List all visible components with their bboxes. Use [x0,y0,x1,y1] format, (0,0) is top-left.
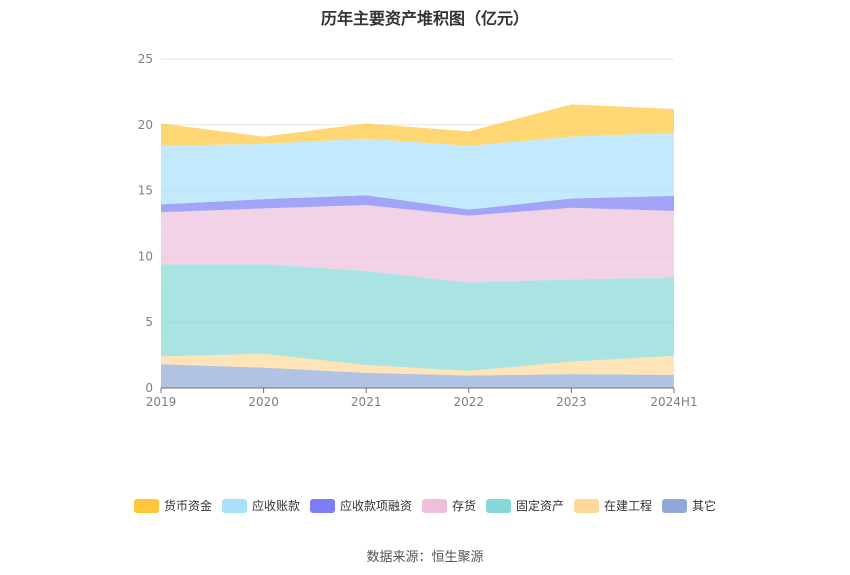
legend-label: 货币资金 [163,499,212,513]
legend-item-2[interactable]: 固定资产 [486,497,564,514]
legend-item-6[interactable]: 货币资金 [133,497,212,514]
area-series-0[interactable] [161,364,674,388]
x-tick-label: 2020 [248,395,279,409]
legend-item-1[interactable]: 在建工程 [574,497,652,514]
y-tick-label: 15 [138,184,153,198]
area-series-5[interactable] [161,132,674,210]
y-tick-label: 0 [145,381,153,395]
legend-swatch [486,498,511,513]
y-tick-label: 20 [138,118,153,132]
axes: 0 5 10 15 20 25 2019 2020 2021 2022 2023 2024H1 [138,52,698,409]
x-tick-label: 2023 [556,395,587,409]
legend-label: 存货 [451,499,476,513]
legend-swatch [309,498,335,513]
x-tick-label: 2021 [351,395,382,409]
area-series-3[interactable] [161,205,674,283]
legend-swatch [574,498,600,513]
x-tick-label: 2024H1 [650,395,697,409]
legend-item-3[interactable]: 存货 [421,497,476,514]
legend-item-0[interactable]: 其它 [662,497,716,514]
x-tick-label: 2022 [454,395,485,409]
legend-swatch [421,498,447,513]
chart-title: 历年主要资产堆积图（亿元） [320,9,529,28]
y-tick-label: 10 [138,249,153,263]
legend-swatch [662,498,688,513]
legend-item-5[interactable]: 应收账款 [221,497,300,514]
y-tick-label: 5 [145,315,153,329]
legend-label: 应收账款 [251,499,300,513]
x-tick-label: 2019 [146,395,177,409]
area-series-1[interactable] [161,353,674,376]
legend: 货币资金 应收账款 应收款项融资 存货 固定资产 在建工程 其它 [0,497,850,514]
legend-swatch [221,498,247,513]
area-series-2[interactable] [161,264,674,371]
area-series-layer [161,104,674,388]
area-series-4[interactable] [161,195,674,216]
legend-item-4[interactable]: 应收款项融资 [309,497,412,514]
y-tick-label: 25 [138,52,153,66]
area-series-6[interactable] [161,104,674,146]
legend-label: 应收款项融资 [339,499,412,513]
legend-label: 在建工程 [604,499,653,513]
source-note: 数据来源：恒生聚源 [366,550,484,565]
legend-swatch [133,498,159,513]
legend-label: 固定资产 [516,499,565,513]
legend-label: 其它 [692,499,717,513]
